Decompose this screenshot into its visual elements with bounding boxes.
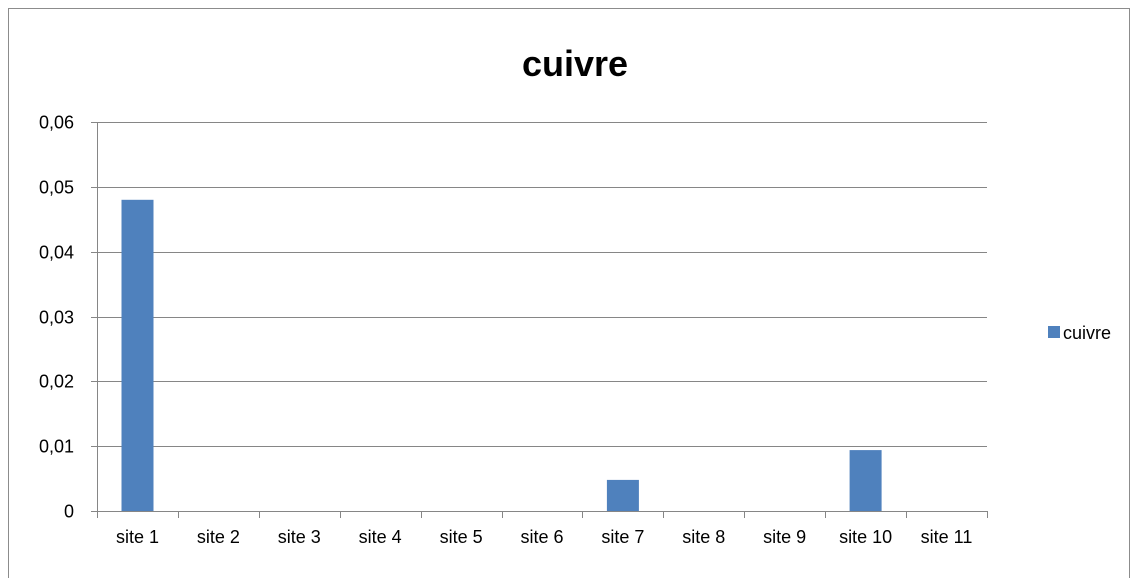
x-tick-label: site 4 bbox=[359, 527, 402, 547]
chart-frame bbox=[8, 8, 1130, 578]
legend-label: cuivre bbox=[1063, 323, 1111, 343]
x-tick-label: site 9 bbox=[763, 527, 806, 547]
y-tick-label: 0,02 bbox=[39, 372, 74, 392]
gridlines bbox=[91, 122, 987, 447]
y-tick-label: 0,04 bbox=[39, 243, 74, 263]
x-tick-label: site 5 bbox=[440, 527, 483, 547]
y-tick-label: 0,06 bbox=[39, 113, 74, 133]
bar bbox=[606, 479, 639, 511]
legend: cuivre bbox=[1048, 323, 1111, 343]
x-tick-label: site 11 bbox=[921, 527, 973, 547]
x-tick-label: site 10 bbox=[839, 527, 892, 547]
legend-swatch bbox=[1048, 326, 1060, 338]
x-tick-label: site 6 bbox=[520, 527, 563, 547]
bars bbox=[121, 199, 882, 512]
x-tick-label: site 3 bbox=[278, 527, 321, 547]
chart-title: cuivre bbox=[522, 43, 628, 84]
x-axis-tick-labels: site 1 site 2 site 3 site 4 site 5 site 6 site… bbox=[116, 527, 972, 547]
y-axis-tick-labels: 0 0,01 0,02 0,03 0,04 0,05 0,06 bbox=[39, 113, 74, 522]
axes bbox=[91, 122, 988, 518]
bar bbox=[121, 199, 154, 512]
y-tick-label: 0 bbox=[64, 502, 74, 522]
x-tick-label: site 7 bbox=[601, 527, 644, 547]
x-tick-label: site 2 bbox=[197, 527, 240, 547]
y-tick-label: 0,03 bbox=[39, 308, 74, 328]
bar bbox=[849, 450, 882, 511]
y-tick-label: 0,05 bbox=[39, 178, 74, 198]
y-tick-label: 0,01 bbox=[39, 437, 74, 457]
x-tick-label: site 8 bbox=[682, 527, 725, 547]
x-tick-label: site 1 bbox=[116, 527, 159, 547]
